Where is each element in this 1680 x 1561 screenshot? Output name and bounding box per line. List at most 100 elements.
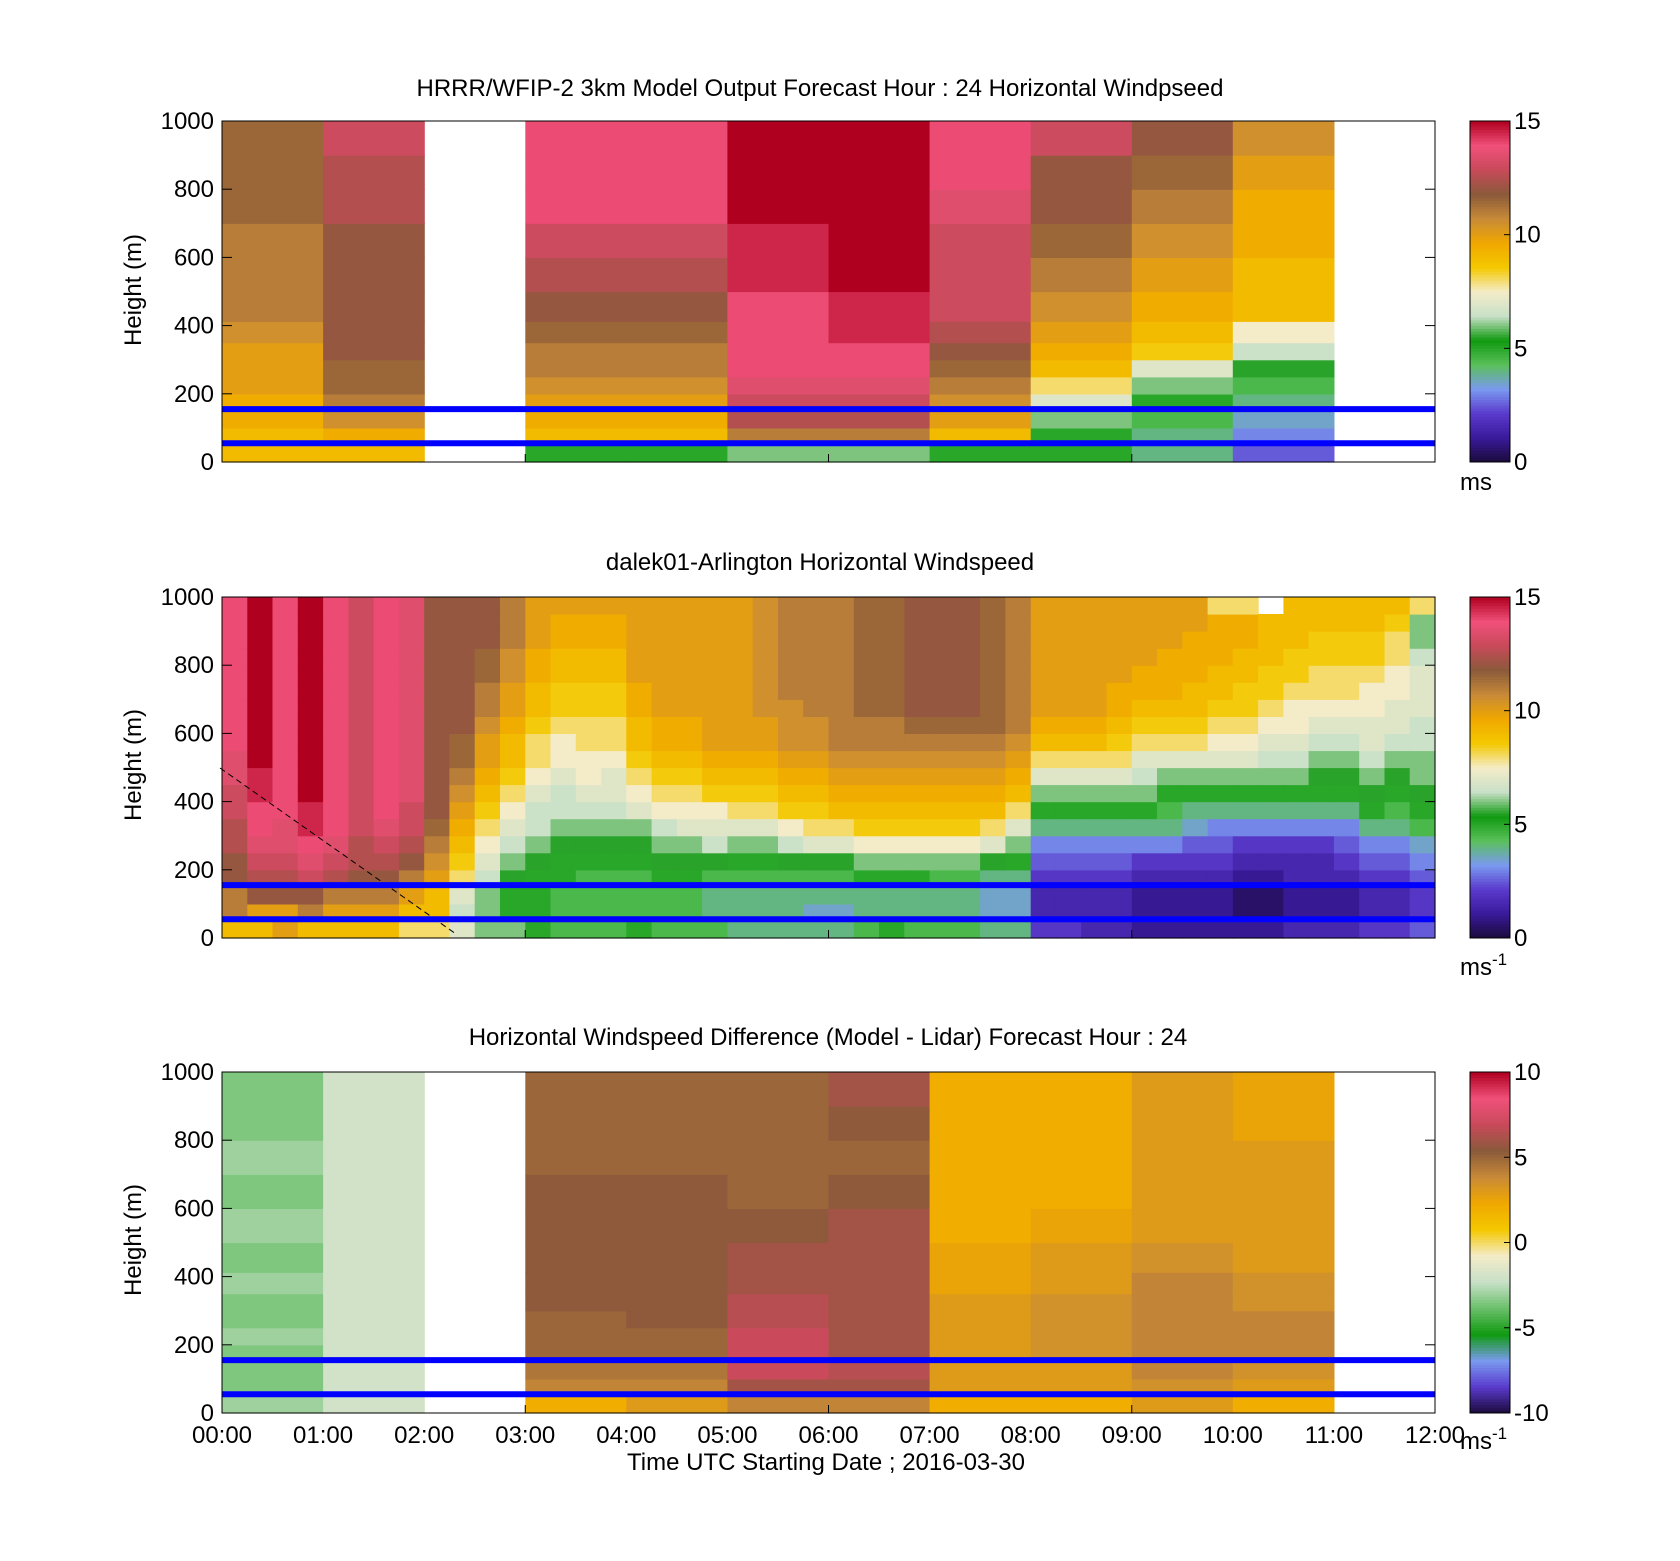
- heatmap-cell: [626, 342, 728, 361]
- heatmap-cell: [500, 699, 526, 717]
- colorbar-segment: [1470, 288, 1510, 292]
- heatmap-cell: [1207, 648, 1234, 666]
- colorbar-segment: [1470, 160, 1510, 165]
- heatmap-cell: [1258, 699, 1284, 717]
- heatmap-cell: [272, 852, 299, 871]
- colorbar-segment: [1470, 614, 1510, 618]
- colorbar-segment: [1470, 396, 1510, 400]
- colorbar-tick-label: 10: [1514, 1059, 1541, 1086]
- heatmap-cell: [1283, 648, 1310, 666]
- heatmap-cell: [398, 818, 425, 837]
- heatmap-cell: [1232, 716, 1259, 734]
- heatmap-cell: [904, 699, 931, 717]
- heatmap-cell: [651, 921, 678, 939]
- heatmap-cell: [1409, 699, 1436, 717]
- heatmap-cell: [1157, 835, 1183, 854]
- heatmap-cell: [626, 1272, 728, 1295]
- colorbar-segment: [1470, 1106, 1510, 1110]
- heatmap-cell: [222, 359, 324, 378]
- colorbar-unit-base: ms: [1460, 954, 1492, 981]
- heatmap-cell: [904, 631, 931, 649]
- heatmap-cell: [297, 631, 324, 649]
- colorbar-segment: [1470, 174, 1510, 179]
- heatmap-cell: [1232, 1396, 1335, 1414]
- heatmap-cell: [550, 597, 577, 615]
- heatmap-cell: [424, 597, 451, 615]
- heatmap-cell: [601, 699, 627, 717]
- heatmap-cell: [272, 597, 299, 615]
- heatmap-cell: [1055, 682, 1082, 700]
- colorbar-segment: [1470, 1324, 1510, 1329]
- y-tick-label: 200: [174, 381, 214, 408]
- colorbar-segment: [1470, 254, 1510, 258]
- heatmap-cell: [398, 733, 425, 752]
- heatmap-cell: [449, 733, 476, 752]
- colorbar-segment: [1470, 1157, 1510, 1161]
- heatmap-cell: [398, 886, 425, 905]
- heatmap-cell: [550, 921, 577, 939]
- heatmap-cell: [575, 682, 602, 700]
- colorbar-segment: [1470, 631, 1510, 635]
- heatmap-cell: [626, 750, 653, 769]
- heatmap-cell: [398, 614, 425, 632]
- colorbar-segment: [1470, 827, 1510, 831]
- heatmap-cell: [727, 767, 754, 786]
- heatmap-cell: [929, 835, 956, 854]
- heatmap-cell: [1409, 886, 1436, 905]
- colorbar-unit-base: ms: [1460, 469, 1492, 496]
- heatmap-cell: [626, 921, 653, 939]
- heatmap-cell: [879, 648, 905, 666]
- heatmap-cell: [1333, 852, 1360, 871]
- heatmap-cell: [525, 1272, 627, 1295]
- heatmap-cell: [525, 359, 627, 378]
- heatmap-cell: [222, 257, 324, 293]
- heatmap-cell: [1131, 767, 1158, 786]
- y-tick-label: 0: [201, 1400, 214, 1427]
- heatmap-cell: [348, 631, 375, 649]
- colorbar-segment: [1470, 693, 1510, 697]
- heatmap-cell: [222, 1106, 324, 1141]
- heatmap-cell: [727, 648, 754, 666]
- colorbar-segment: [1470, 376, 1510, 381]
- heatmap-cell: [1182, 750, 1209, 769]
- heatmap-cell: [828, 189, 931, 224]
- heatmap-cell: [348, 648, 375, 666]
- heatmap-cell: [297, 682, 324, 700]
- colorbar-segment: [1470, 719, 1510, 723]
- heatmap-cell: [651, 801, 678, 820]
- heatmap-cell: [1005, 597, 1032, 615]
- colorbar-segment: [1470, 371, 1510, 375]
- heatmap-cell: [601, 733, 627, 752]
- heatmap-cell: [1157, 665, 1183, 683]
- heatmap-cell: [297, 665, 324, 683]
- heatmap-cell: [1232, 784, 1259, 803]
- heatmap-cell: [449, 665, 476, 683]
- heatmap-cell: [348, 886, 375, 905]
- heatmap-cell: [1106, 716, 1133, 734]
- heatmap-cell: [1131, 1293, 1234, 1312]
- heatmap-cell: [222, 784, 248, 803]
- colorbar-segment: [1470, 1219, 1510, 1224]
- heatmap-cell: [727, 189, 830, 224]
- heatmap-cell: [1055, 597, 1082, 615]
- heatmap-cell: [702, 631, 728, 649]
- heatmap-cell: [525, 1361, 627, 1380]
- heatmap-cell: [879, 835, 905, 854]
- colorbar-segment: [1470, 294, 1510, 298]
- heatmap-cell: [1384, 716, 1411, 734]
- x-tick-label: 07:00: [900, 1422, 960, 1449]
- heatmap-cell: [1283, 852, 1310, 871]
- heatmap-cell: [222, 648, 248, 666]
- colorbar-segment: [1470, 1242, 1510, 1246]
- heatmap-cell: [348, 921, 375, 939]
- heatmap-cell: [651, 716, 678, 734]
- heatmap-cell: [1232, 699, 1259, 717]
- heatmap-cell: [929, 699, 956, 717]
- heatmap-cell: [1182, 784, 1209, 803]
- heatmap-cell: [1232, 648, 1259, 666]
- heatmap-cell: [727, 257, 830, 293]
- heatmap-cell: [1308, 818, 1335, 837]
- heatmap-cell: [828, 1310, 931, 1329]
- heatmap-cell: [1182, 699, 1209, 717]
- y-axis-label: Height (m): [120, 234, 147, 346]
